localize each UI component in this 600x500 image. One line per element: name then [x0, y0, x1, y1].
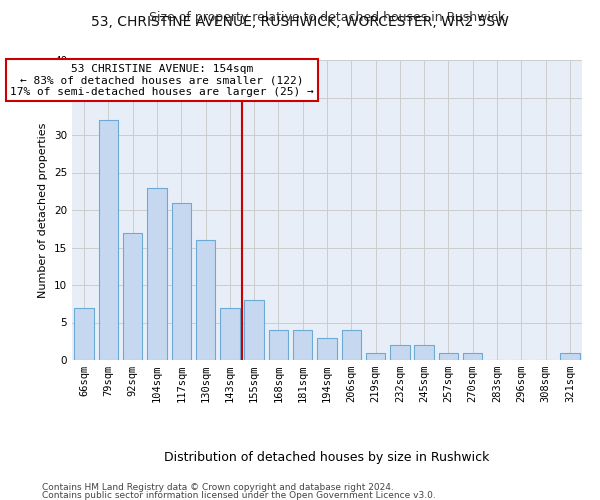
Bar — [390, 345, 410, 360]
Text: Contains public sector information licensed under the Open Government Licence v3: Contains public sector information licen… — [42, 491, 436, 500]
Bar — [317, 338, 337, 360]
Bar — [415, 345, 434, 360]
Bar — [74, 308, 94, 360]
Bar — [196, 240, 215, 360]
Bar — [269, 330, 288, 360]
Bar — [123, 232, 142, 360]
Bar — [172, 202, 191, 360]
Bar — [463, 352, 482, 360]
Text: 53, CHRISTINE AVENUE, RUSHWICK, WORCESTER, WR2 5SW: 53, CHRISTINE AVENUE, RUSHWICK, WORCESTE… — [91, 15, 509, 29]
Bar — [341, 330, 361, 360]
X-axis label: Distribution of detached houses by size in Rushwick: Distribution of detached houses by size … — [164, 451, 490, 464]
Bar — [439, 352, 458, 360]
Bar — [147, 188, 167, 360]
Text: 53 CHRISTINE AVENUE: 154sqm
← 83% of detached houses are smaller (122)
17% of se: 53 CHRISTINE AVENUE: 154sqm ← 83% of det… — [10, 64, 314, 97]
Bar — [244, 300, 264, 360]
Bar — [293, 330, 313, 360]
Text: Contains HM Land Registry data © Crown copyright and database right 2024.: Contains HM Land Registry data © Crown c… — [42, 482, 394, 492]
Y-axis label: Number of detached properties: Number of detached properties — [38, 122, 49, 298]
Bar — [220, 308, 239, 360]
Title: Size of property relative to detached houses in Rushwick: Size of property relative to detached ho… — [149, 11, 505, 24]
Bar — [366, 352, 385, 360]
Bar — [99, 120, 118, 360]
Bar — [560, 352, 580, 360]
